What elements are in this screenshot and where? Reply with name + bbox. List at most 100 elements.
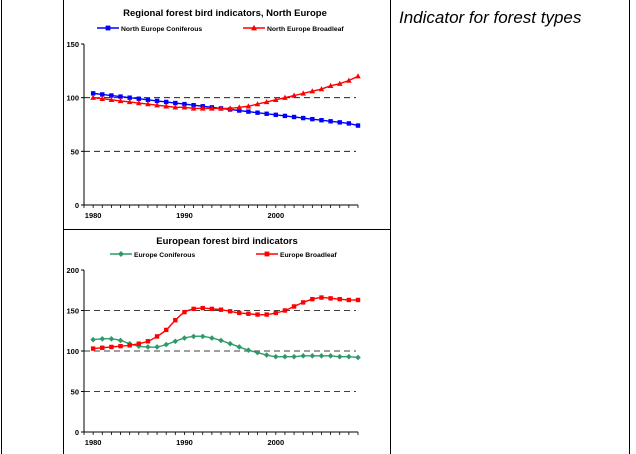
data-point — [199, 105, 206, 111]
data-point — [136, 100, 142, 106]
chart-europe: European forest bird indicators Europe C… — [66, 236, 361, 447]
data-point — [337, 120, 342, 125]
y-tick-label: 0 — [75, 428, 79, 437]
x-tick-label: 2000 — [267, 211, 284, 220]
data-point — [118, 94, 123, 99]
data-point — [245, 347, 252, 353]
data-point — [282, 353, 288, 360]
legend-marker — [118, 251, 124, 257]
data-point — [190, 333, 197, 340]
legend-label: North Europe Coniferous — [121, 26, 202, 33]
data-point — [109, 344, 114, 350]
data-point — [309, 88, 316, 94]
data-point — [355, 297, 361, 303]
data-point — [246, 311, 251, 316]
legend-marker — [105, 25, 111, 31]
data-point — [164, 327, 169, 333]
series-line — [93, 92, 359, 127]
data-point — [99, 95, 106, 101]
data-point — [109, 93, 114, 98]
data-point — [209, 105, 215, 111]
data-point — [209, 306, 215, 312]
legend-label: North Europe Broadleaf — [267, 26, 344, 33]
data-point — [90, 91, 96, 96]
data-point — [254, 349, 261, 356]
chart-title: European forest bird indicators — [156, 236, 297, 247]
data-point — [191, 306, 196, 312]
chart-legend: Europe Coniferous Europe Broadleaf — [110, 251, 337, 259]
data-point — [337, 296, 342, 302]
data-point — [227, 340, 233, 347]
data-point — [173, 318, 178, 323]
data-point — [191, 102, 196, 108]
data-point — [346, 121, 352, 126]
data-point — [246, 109, 251, 114]
data-point — [264, 312, 269, 317]
data-point — [291, 353, 297, 360]
data-point — [282, 308, 288, 313]
chart-series — [90, 295, 361, 361]
x-tick-label: 1990 — [176, 211, 193, 220]
data-point — [154, 102, 160, 108]
data-point — [346, 77, 352, 83]
data-point — [319, 118, 324, 123]
data-point — [336, 80, 343, 86]
data-point — [310, 116, 315, 122]
data-point — [136, 341, 141, 346]
data-point — [327, 353, 334, 359]
data-point — [118, 343, 123, 349]
y-tick-label: 200 — [66, 266, 79, 275]
chart-title: Regional forest bird indicators, North E… — [123, 8, 327, 19]
legend-label: Europe Broadleaf — [280, 252, 337, 259]
data-point — [301, 115, 306, 121]
data-point — [145, 344, 151, 350]
data-point — [346, 353, 352, 360]
data-point — [182, 101, 187, 107]
data-point — [218, 105, 224, 111]
data-point — [309, 353, 316, 359]
data-point — [318, 353, 325, 359]
data-point — [236, 344, 243, 350]
chart-north-europe: Regional forest bird indicators, North E… — [66, 8, 361, 220]
data-point — [145, 339, 151, 344]
data-point — [301, 300, 306, 305]
x-tick-label: 1980 — [85, 211, 102, 220]
data-point — [100, 345, 105, 350]
data-point — [218, 307, 224, 312]
data-point — [282, 94, 288, 100]
series-line — [93, 296, 359, 350]
data-point — [218, 337, 224, 344]
data-point — [90, 346, 96, 351]
data-point — [209, 335, 215, 341]
y-tick-label: 0 — [75, 201, 79, 210]
y-tick-label: 100 — [66, 347, 79, 356]
data-point — [318, 86, 325, 92]
data-point — [300, 90, 306, 96]
data-point — [182, 309, 187, 315]
chart-gridlines — [84, 310, 356, 392]
data-point — [328, 296, 333, 301]
data-point — [327, 82, 334, 89]
data-point — [255, 312, 260, 317]
legend-label: Europe Coniferous — [134, 252, 195, 259]
data-point — [291, 92, 297, 98]
x-tick-label: 1980 — [85, 438, 102, 447]
data-point — [181, 104, 188, 110]
data-point — [127, 343, 132, 348]
data-point — [173, 100, 178, 106]
data-point — [355, 73, 361, 79]
data-point — [190, 105, 197, 111]
data-point — [227, 105, 233, 111]
data-point — [145, 101, 151, 107]
data-point — [291, 304, 297, 309]
chart-axes: 0 50 100 150 200 1980 1990 2000 — [66, 266, 359, 447]
data-point — [263, 98, 270, 105]
data-point — [172, 338, 179, 345]
data-point — [90, 336, 96, 343]
data-point — [273, 353, 279, 360]
data-point — [273, 96, 279, 103]
data-point — [117, 97, 124, 104]
legend-marker — [251, 24, 257, 31]
chart-legend: North Europe Coniferous North Europe Broa… — [97, 24, 344, 33]
